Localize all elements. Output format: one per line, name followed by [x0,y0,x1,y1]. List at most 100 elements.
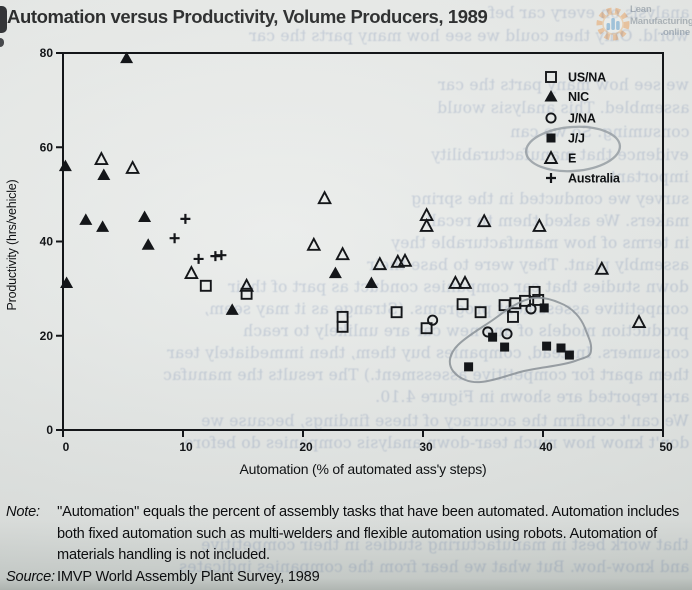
data-point [317,190,332,205]
data-point [519,294,531,307]
legend-label: Australia [568,172,621,186]
data-point [631,314,647,329]
data-point [532,217,547,232]
data-point [141,238,155,250]
legend-label: J/J [568,132,585,146]
plus-legend-icon [546,173,556,183]
legend-label: E [568,152,576,166]
x-tick-label: 10 [179,440,193,454]
data-point [464,362,474,372]
data-point [336,310,349,323]
series-NIC [58,51,378,315]
series-J/NA [427,303,537,340]
x-tick-label: 40 [539,440,553,454]
data-point [120,51,134,64]
data-point [239,277,254,292]
data-point [169,233,180,244]
legend-item-NIC: NIC [544,90,589,104]
open-square-legend-icon [545,71,557,83]
data-point [448,274,463,289]
chart-legend: US/NA NIC J/NA J/J E Australia [543,71,621,186]
data-point [79,213,93,225]
watermark-logo: Lean Manufacturing .online [594,1,692,45]
legend-item-Australia: Australia [546,172,621,186]
x-tick-label: 50 [659,440,673,454]
data-point [58,159,72,172]
figure-note: Note: ''Automation'' equals the percent … [6,502,690,567]
data-point [180,213,191,224]
data-point [594,260,610,275]
legend-item-US/NA: US/NA [545,71,606,85]
source-label: Source: [6,569,55,585]
data-point [542,341,552,351]
watermark-line: Lean [630,4,652,15]
data-point [420,322,433,335]
filled-square-legend-icon [546,133,556,143]
data-point [500,342,510,352]
legend-item-J/J: J/J [546,132,585,146]
data-point [216,250,227,261]
data-point [336,320,349,333]
legend-label: US/NA [568,71,606,85]
gear-chart-icon [596,7,630,41]
data-point [96,220,110,232]
data-point [390,306,403,319]
data-point [306,236,322,251]
open-circle-legend-icon [545,112,557,124]
data-point [94,150,109,165]
data-point [482,326,494,338]
data-point [501,328,513,340]
series-E [94,150,647,329]
note-text: ''Automation'' equals the percent of ass… [57,504,680,563]
y-tick-label: 60 [40,140,54,154]
data-point [372,256,388,271]
data-point [364,276,378,288]
legend-label: NIC [568,90,589,104]
data-point [507,310,519,323]
data-point [193,253,204,264]
data-point [488,332,498,342]
data-point [138,210,152,222]
plot-frame [62,52,664,431]
data-point [532,293,545,306]
data-point [457,274,473,289]
data-point [225,303,239,315]
data-point [97,168,111,181]
y-axis-title: Productivity (hrs/vehicle) [5,179,19,310]
legend-label: J/NA [568,112,596,126]
figure-source: Source: IMVP World Assembly Plant Survey… [6,567,320,589]
data-point [556,343,566,353]
y-tick-label: 40 [40,235,54,249]
y-tick-label: 0 [46,423,53,437]
data-point [335,246,350,261]
watermark-text: Lean Manufacturing .online [630,4,692,39]
data-point [125,159,140,174]
legend-item-J/NA: J/NA [545,112,596,126]
data-point [60,276,74,288]
open-triangle-legend-icon [543,149,559,164]
scan-artifact-mark [0,6,7,33]
x-tick-label: 0 [63,440,70,454]
watermark-line: Manufacturing [630,15,692,27]
data-point [474,306,487,319]
x-tick-label: 30 [419,440,433,454]
chart-title: Automation versus Productivity, Volume P… [7,6,488,27]
watermark-line: .online [660,27,690,38]
hand-drawn-ellipse-annotation [524,125,622,173]
x-tick-label: 20 [299,440,313,454]
scatter-chart: Productivity (hrs/vehicle) Automation (%… [5,46,673,477]
x-axis-title: Automation (% of automated ass'y steps) [240,461,487,477]
scan-artifact-mark [0,38,4,47]
data-point [199,279,212,292]
data-point [427,314,439,326]
series-J/J [464,303,574,372]
data-point [525,303,537,315]
axis-ticks: 0 10 20 30 40 50 0 20 40 60 80 [40,46,673,454]
legend-item-E: E [543,149,576,166]
data-point [539,303,549,313]
hand-drawn-loop-annotation [448,296,593,384]
filled-triangle-legend-icon [544,90,558,102]
data-point [184,265,199,280]
data-point [328,266,342,279]
